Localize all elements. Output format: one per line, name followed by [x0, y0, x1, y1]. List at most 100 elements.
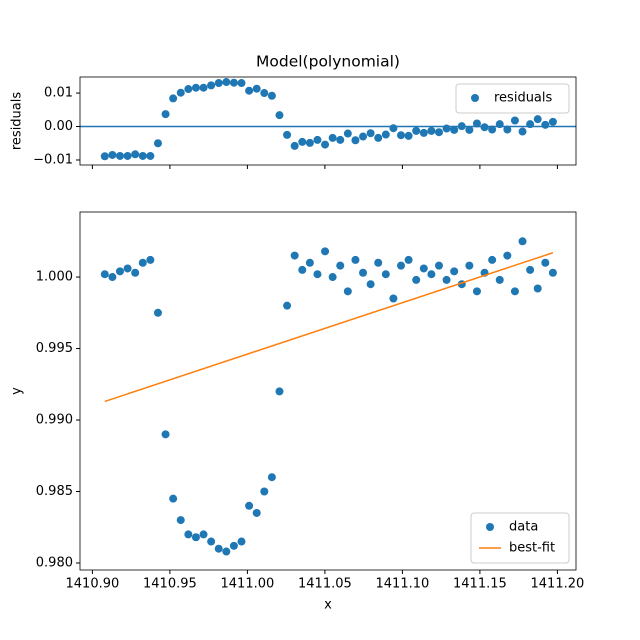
data-point: [503, 125, 512, 134]
y-axis-label: y: [10, 387, 25, 395]
data-point: [328, 273, 337, 282]
data-point: [541, 120, 550, 129]
data-point: [472, 287, 481, 296]
data-point: [518, 127, 527, 136]
data-point: [336, 261, 345, 270]
x-tick-label: 1411.10: [376, 577, 430, 592]
data-point: [321, 140, 330, 149]
x-axis-label: x: [324, 598, 332, 613]
data-point: [442, 275, 451, 284]
data-point: [260, 89, 269, 98]
data-point: [199, 83, 208, 92]
data-point: [351, 255, 360, 264]
data-point: [123, 264, 132, 273]
data-point: [488, 255, 497, 264]
data-point: [267, 473, 276, 482]
data-point: [176, 88, 185, 97]
data-point: [518, 237, 527, 246]
y-axis-label: residuals: [10, 92, 25, 151]
x-tick-label: 1411.05: [298, 577, 352, 592]
x-tick-label: 1410.90: [66, 577, 120, 592]
data-point: [526, 120, 535, 129]
data-point: [267, 91, 276, 100]
data-point: [100, 152, 109, 161]
data-point: [495, 275, 504, 284]
data-point: [207, 81, 216, 90]
data-point: [472, 119, 481, 128]
data-point: [389, 124, 398, 133]
x-tick-label: 1411.15: [453, 577, 507, 592]
data-point: [169, 94, 178, 103]
data-point: [138, 258, 147, 267]
data-point: [298, 265, 307, 274]
data-point: [381, 270, 390, 279]
data-point: [283, 301, 292, 310]
data-point: [229, 541, 238, 550]
y-tick-label: 0.01: [44, 86, 73, 101]
data-point: [161, 110, 170, 119]
legend-label: residuals: [494, 91, 553, 106]
data-point: [252, 84, 261, 93]
data-point: [108, 150, 117, 159]
data-point: [480, 123, 489, 132]
data-point: [245, 501, 254, 510]
data-point: [237, 537, 246, 546]
data-point: [351, 136, 360, 145]
data-point: [115, 151, 124, 160]
data-point: [138, 151, 147, 160]
data-point: [541, 258, 550, 267]
fit-line: [104, 252, 554, 403]
y-tick-label: 0.980: [36, 555, 73, 570]
data-point: [153, 139, 162, 148]
data-point: [359, 132, 368, 141]
data-point: [381, 130, 390, 139]
data-point: [222, 547, 231, 556]
y-tick-label: 0.00: [44, 119, 73, 134]
data-point: [298, 137, 307, 146]
data-point: [245, 86, 254, 95]
data-point: [313, 270, 322, 279]
y-tick-label: 0.995: [36, 341, 73, 356]
subplot: y x 1410.90 1410.95 1411.00 1411.05 1411.10 141…: [10, 211, 585, 613]
x-tick-label: 1411.20: [531, 577, 585, 592]
data-point: [100, 270, 109, 279]
data-point: [427, 270, 436, 279]
data-point: [404, 131, 413, 140]
data-point: [374, 258, 383, 267]
data-point: [343, 129, 352, 138]
data-point: [434, 261, 443, 270]
data-point: [290, 251, 299, 260]
data-point: [465, 125, 474, 134]
data-point: [427, 126, 436, 135]
data-point: [457, 122, 466, 131]
data-point: [359, 268, 368, 277]
data-point: [328, 133, 337, 142]
data-point: [465, 261, 474, 270]
legend-box: [455, 83, 570, 114]
data-point: [548, 117, 557, 126]
data-point: [321, 247, 330, 256]
legend-label: data: [509, 520, 538, 535]
data-point: [131, 150, 140, 159]
data-point: [260, 487, 269, 496]
legend: data best-fit: [470, 512, 570, 564]
data-point: [526, 265, 535, 274]
legend-marker: [486, 523, 494, 531]
y-tick-label: 1.000: [36, 270, 73, 285]
data-point: [176, 516, 185, 525]
data-point: [412, 126, 421, 135]
legend-label: best-fit: [509, 541, 555, 556]
data-point: [153, 308, 162, 317]
data-point: [419, 264, 428, 273]
data-point: [115, 267, 124, 276]
data-point: [548, 268, 557, 277]
data-point: [199, 530, 208, 539]
data-point: [252, 508, 261, 517]
data-point: [336, 135, 345, 144]
data-point: [146, 151, 155, 160]
data-point: [169, 494, 178, 503]
data-point: [510, 287, 519, 296]
data-point: [404, 255, 413, 264]
chart-title: Model(polynomial): [256, 53, 400, 71]
data-point: [366, 280, 375, 289]
